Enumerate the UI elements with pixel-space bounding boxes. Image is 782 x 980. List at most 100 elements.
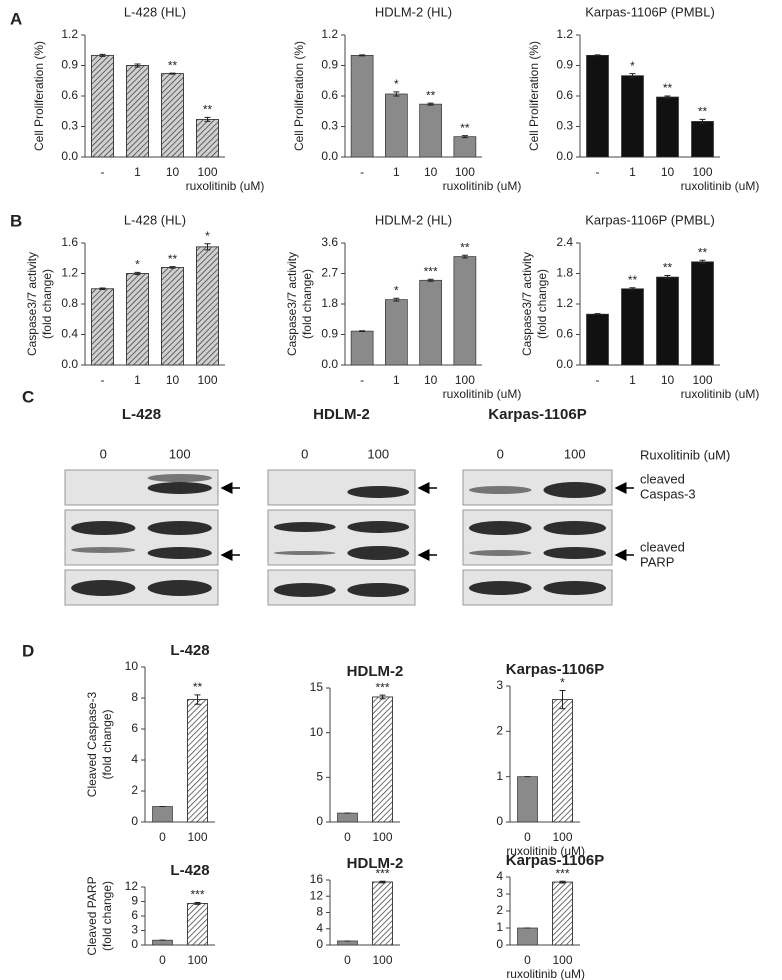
error-bar xyxy=(629,287,636,291)
y-tick-label: 2 xyxy=(496,724,503,738)
x-tick-label: 1 xyxy=(134,373,141,387)
x-tick-label: 1 xyxy=(393,165,400,179)
significance: ** xyxy=(698,105,708,119)
error-bar xyxy=(393,91,400,97)
error-bar xyxy=(99,53,106,57)
error-bar xyxy=(134,271,141,276)
x-tick-label: 100 xyxy=(692,373,712,387)
y-tick-label: 2.7 xyxy=(321,266,338,280)
x-axis-label: ruxolitinib (uM) xyxy=(681,179,760,193)
significance: ** xyxy=(460,121,470,135)
significance: * xyxy=(205,229,210,243)
bar-hatch xyxy=(126,65,149,158)
y-tick-label: 0.0 xyxy=(321,357,338,371)
bar xyxy=(691,121,714,158)
x-tick-label: - xyxy=(101,373,105,387)
y-tick-label: 1.2 xyxy=(61,27,78,41)
chart-title: HDLM-2 (HL) xyxy=(375,212,452,227)
y-tick-label: 0.6 xyxy=(556,327,573,341)
significance: ** xyxy=(426,88,436,102)
bar xyxy=(453,136,477,158)
significance: ** xyxy=(168,58,178,72)
x-tick-label: 0 xyxy=(344,953,351,967)
x-tick-label: 100 xyxy=(197,165,217,179)
significance: *** xyxy=(424,264,438,278)
y-tick-label: 3 xyxy=(496,886,503,900)
error-bar xyxy=(594,313,601,316)
y-axis-label: (fold change) xyxy=(300,269,314,339)
significance: *** xyxy=(190,888,204,902)
blot-title: HDLM-2 xyxy=(313,406,370,423)
lane-label: 100 xyxy=(367,446,389,461)
error-bar xyxy=(664,95,671,99)
x-axis-label: ruxolitinib (uM) xyxy=(681,387,760,401)
y-tick-label: 0 xyxy=(316,814,323,828)
band xyxy=(347,486,410,498)
y-tick-label: 0.3 xyxy=(321,119,338,133)
band-label: cleaved xyxy=(640,471,685,486)
y-tick-label: 0.4 xyxy=(61,327,78,341)
error-bar xyxy=(699,259,706,264)
x-tick-label: 100 xyxy=(692,165,712,179)
significance: ** xyxy=(663,261,673,275)
y-tick-label: 0.0 xyxy=(556,357,573,371)
y-tick-label: 2.4 xyxy=(556,235,573,249)
blot-title: L-428 xyxy=(122,406,161,423)
x-tick-label: 1 xyxy=(134,165,141,179)
significance: * xyxy=(560,676,565,690)
significance: *** xyxy=(555,866,569,880)
bar-hatch xyxy=(91,288,114,366)
y-axis-label: Caspase3/7 activity xyxy=(285,252,299,356)
y-tick-label: 12 xyxy=(125,879,139,893)
error-bar xyxy=(204,116,211,122)
x-tick-label: 100 xyxy=(197,373,217,387)
y-tick-label: 5 xyxy=(316,770,323,784)
x-tick-label: 0 xyxy=(524,953,531,967)
lane-label: 0 xyxy=(497,446,504,461)
y-tick-label: 3 xyxy=(496,678,503,692)
y-tick-label: 1 xyxy=(496,769,503,783)
band xyxy=(71,521,136,535)
y-tick-label: 1.2 xyxy=(556,27,573,41)
lane-label: 0 xyxy=(301,446,308,461)
y-tick-label: 0.8 xyxy=(61,296,78,310)
x-tick-label: 100 xyxy=(552,830,572,844)
band xyxy=(543,547,607,559)
significance: ** xyxy=(663,81,673,95)
band xyxy=(468,521,532,535)
significance: * xyxy=(394,77,399,91)
chart-title: HDLM-2 xyxy=(347,663,404,680)
error-bar xyxy=(461,135,468,139)
y-tick-label: 0.9 xyxy=(321,58,338,72)
band-label: PARP xyxy=(640,554,674,569)
significance: * xyxy=(630,59,635,73)
x-tick-label: - xyxy=(360,165,364,179)
panel-label: C xyxy=(22,387,34,406)
band xyxy=(273,551,336,555)
y-tick-label: 1 xyxy=(496,920,503,934)
y-tick-label: 10 xyxy=(310,725,324,739)
bar-hatch xyxy=(196,246,219,366)
x-axis-label: ruxolitinib (uM) xyxy=(506,844,585,858)
y-axis-label: Cleaved Caspase-3 xyxy=(85,691,99,797)
x-axis-label: ruxolitinib (uM) xyxy=(186,179,265,193)
band xyxy=(147,547,212,559)
y-axis-label: Cell Proliferation (%) xyxy=(292,41,306,151)
significance: ** xyxy=(628,273,638,287)
x-tick-label: 10 xyxy=(424,373,438,387)
y-tick-label: 8 xyxy=(316,905,323,919)
lane-label: 0 xyxy=(100,446,107,461)
x-axis-label: ruxolitinib (uM) xyxy=(506,967,585,980)
treatment-label: Ruxolitinib (uM) xyxy=(640,447,730,462)
band xyxy=(468,550,532,556)
x-tick-label: - xyxy=(596,373,600,387)
y-tick-label: 0.9 xyxy=(61,58,78,72)
chart-title: L-428 (HL) xyxy=(124,4,186,19)
band xyxy=(71,547,136,553)
band xyxy=(347,521,410,533)
bar xyxy=(656,276,679,366)
bar xyxy=(385,93,408,158)
x-tick-label: 10 xyxy=(661,165,675,179)
y-axis-label: Cell Proliferation (%) xyxy=(527,41,541,151)
y-tick-label: 15 xyxy=(310,680,324,694)
